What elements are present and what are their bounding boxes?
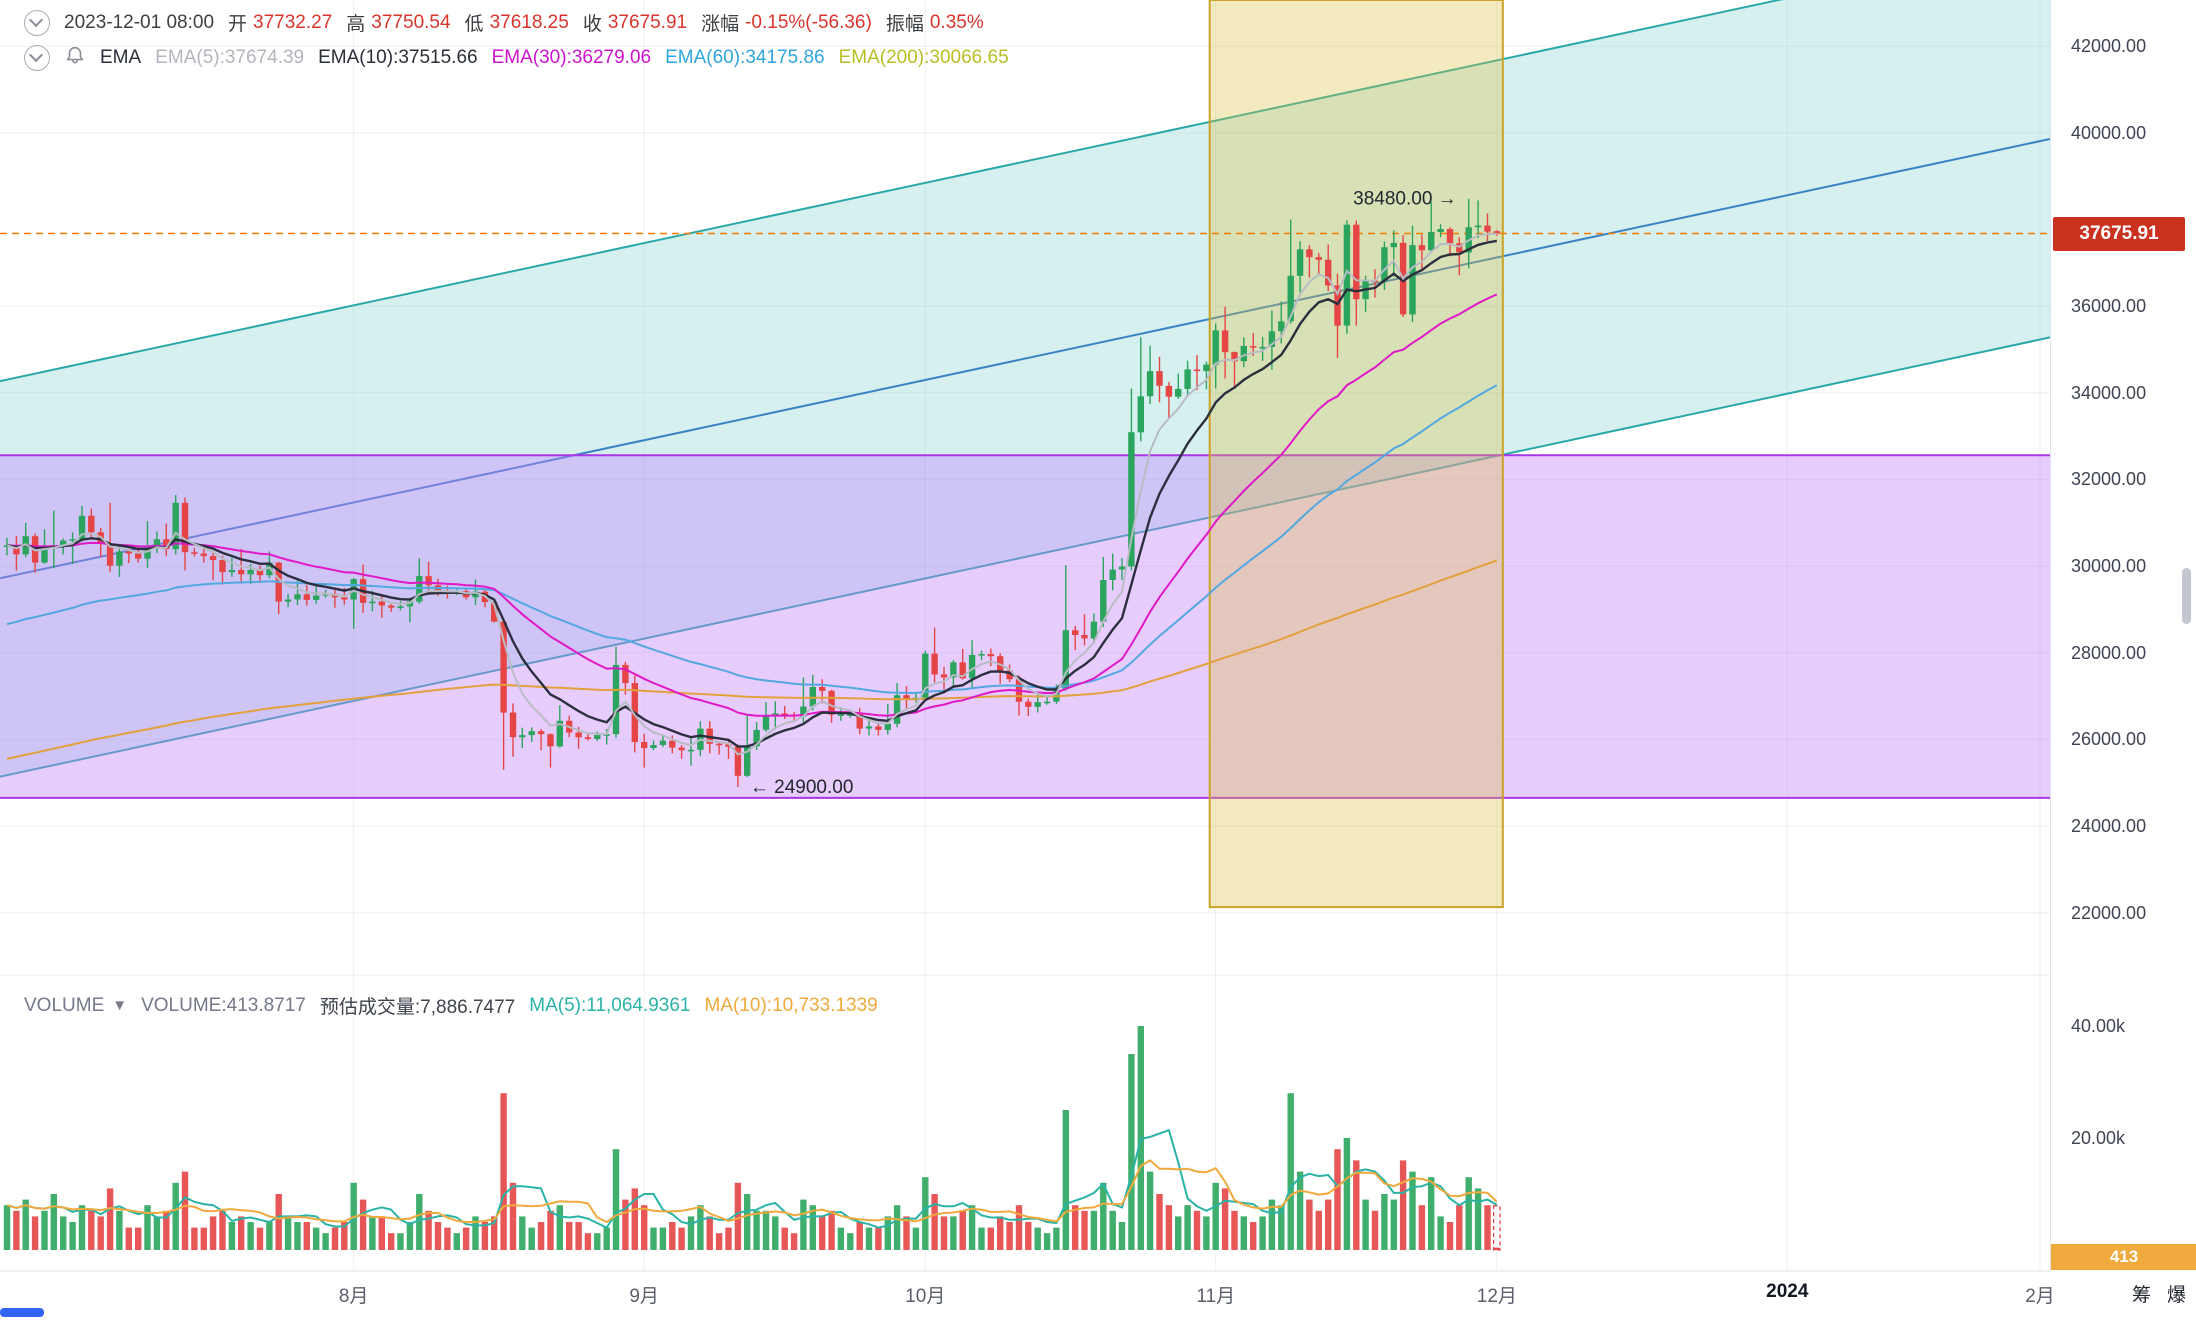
- estimated-volume-bar: [1492, 1205, 1501, 1251]
- regression-channel: [0, 0, 2050, 778]
- ema200-line: [6, 559, 1498, 760]
- amplitude-label: 振幅: [885, 14, 924, 35]
- price-tick-label: 22000.00: [2071, 902, 2147, 923]
- ema10-readout: EMA(10):37515.66: [318, 47, 478, 68]
- time-tick-label: 8月: [338, 1286, 369, 1307]
- price-tick-label: 30000.00: [2071, 556, 2147, 577]
- low-value: 37618.25: [489, 11, 569, 33]
- ema60-readout: EMA(60):34175.86: [665, 47, 825, 68]
- volume-tick-label: 40.00k: [2071, 1016, 2126, 1036]
- time-tick-label: 2月: [2025, 1286, 2055, 1307]
- close-value: 37675.91: [607, 11, 688, 33]
- high-value: 37750.54: [371, 11, 451, 33]
- amplitude-value: 0.35%: [929, 11, 984, 33]
- open-value: 37732.27: [253, 11, 333, 33]
- axis-scrollbar-thumb[interactable]: [2182, 568, 2191, 624]
- ema-lines-layer: [6, 232, 1498, 760]
- time-tick-label: 12月: [1476, 1286, 1517, 1307]
- current-price-tag: 37675.91: [2053, 216, 2185, 251]
- alert-bell-icon[interactable]: [64, 44, 86, 72]
- time-tick-label: 9月: [629, 1286, 659, 1307]
- price-tick-label: 42000.00: [2071, 36, 2147, 57]
- price-tick-label: 32000.00: [2071, 469, 2147, 490]
- price-tick-label: 36000.00: [2071, 296, 2147, 317]
- volume-ma5-line: [6, 1128, 1498, 1229]
- volume-legend: VOLUME ▼ VOLUME:413.8717 预估成交量:7,886.747…: [24, 992, 878, 1019]
- low-annotation: ← 24900.00: [750, 777, 854, 798]
- change-label: 涨幅: [701, 14, 740, 35]
- chevron-down-icon[interactable]: ▼: [112, 997, 128, 1014]
- close-label: 收: [582, 14, 602, 35]
- time-tick-label: 11月: [1196, 1286, 1236, 1307]
- high-annotation: 38480.00 →: [1353, 189, 1457, 210]
- ema30-line: [6, 293, 1498, 717]
- ohlc-legend: 2023-12-01 08:00 开 37732.27 高 37750.54 低 37…: [24, 9, 984, 36]
- time-axis[interactable]: 筹 爆 8月 9月 10月 11月 12月 2024 2月: [0, 1272, 2196, 1322]
- price-tick-label: 26000.00: [2071, 729, 2147, 750]
- ema10-line: [6, 239, 1498, 748]
- low-label: 低: [464, 14, 484, 35]
- collapse-chevron-icon[interactable]: [24, 45, 50, 71]
- ema30-readout: EMA(30):36279.06: [491, 47, 652, 68]
- price-tick-label: 40000.00: [2071, 122, 2147, 143]
- volume-tick-label: 20.00k: [2071, 1128, 2126, 1148]
- price-tick-label: 28000.00: [2071, 642, 2147, 663]
- high-label: 高: [346, 14, 366, 35]
- ema60-line: [6, 384, 1498, 695]
- ema5-readout: EMA(5):37674.39: [155, 47, 305, 68]
- time-range-scrollbar[interactable]: [0, 1308, 44, 1317]
- volume-ma5-readout: MA(5):11,064.9361: [529, 994, 691, 1016]
- price-axis[interactable]: 37675.91 413 42000.00 40000.00 36000.00 340…: [2050, 0, 2196, 1322]
- volume-readout: VOLUME:413.8717: [141, 994, 306, 1016]
- volume-layer: [3, 1026, 1501, 1251]
- open-label: 开: [228, 14, 248, 35]
- price-tick-label: 34000.00: [2071, 382, 2147, 403]
- ema5-line: [6, 232, 1497, 756]
- ema-title[interactable]: EMA: [100, 47, 142, 68]
- change-value: -0.15%(-56.36): [745, 11, 872, 33]
- ema-legend: EMA EMA(5):37674.39 EMA(10):37515.66 EMA…: [24, 44, 1009, 72]
- time-tick-label: 10月: [905, 1286, 946, 1307]
- chips-distribution-button[interactable]: 筹: [2131, 1285, 2151, 1306]
- time-tick-label: 2024: [1766, 1281, 1809, 1302]
- price-range-band: [0, 454, 2050, 799]
- current-volume-tag: 413: [2051, 1244, 2196, 1270]
- price-tick-label: 24000.00: [2071, 816, 2147, 837]
- gridlines: [0, 0, 2050, 1270]
- liquidation-button[interactable]: 爆: [2166, 1285, 2186, 1306]
- est-volume-readout: 预估成交量:7,886.7477: [319, 997, 516, 1018]
- ema200-readout: EMA(200):30066.65: [838, 47, 1009, 68]
- candle-datetime: 2023-12-01 08:00: [64, 11, 215, 33]
- volume-title[interactable]: VOLUME: [24, 994, 105, 1016]
- volume-ma10-readout: MA(10):10,733.1339: [704, 994, 878, 1016]
- collapse-chevron-icon[interactable]: [24, 9, 50, 36]
- highlight-zone[interactable]: [1208, 0, 1504, 909]
- volume-ma10-line: [6, 1159, 1498, 1224]
